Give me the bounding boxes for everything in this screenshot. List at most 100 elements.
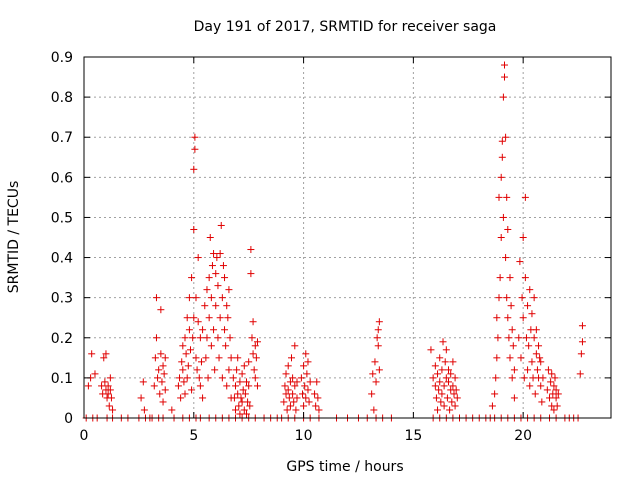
data-point xyxy=(518,294,526,302)
data-point xyxy=(100,354,108,362)
data-point xyxy=(524,302,532,310)
data-point xyxy=(104,382,112,390)
data-point xyxy=(98,382,106,390)
data-point xyxy=(543,386,551,394)
data-point xyxy=(216,314,224,322)
data-point xyxy=(177,394,185,402)
data-point xyxy=(283,406,291,414)
data-point xyxy=(443,394,451,402)
data-point xyxy=(554,390,562,398)
plot-frame xyxy=(83,56,612,419)
data-point xyxy=(502,133,510,141)
data-point xyxy=(184,362,192,370)
data-point xyxy=(539,374,547,382)
data-point xyxy=(435,386,443,394)
data-point xyxy=(438,390,446,398)
data-point xyxy=(234,390,242,398)
data-point xyxy=(245,358,253,366)
data-point xyxy=(548,370,556,378)
data-point xyxy=(205,314,213,322)
data-point xyxy=(436,354,444,362)
data-point xyxy=(304,386,312,394)
data-point xyxy=(375,318,383,326)
data-point xyxy=(577,350,585,358)
data-point xyxy=(553,402,561,410)
data-point xyxy=(225,286,233,294)
data-point xyxy=(152,294,160,302)
data-point xyxy=(157,306,165,314)
data-point xyxy=(530,294,538,302)
data-point xyxy=(221,326,229,334)
data-point xyxy=(158,378,166,386)
data-point xyxy=(185,326,193,334)
data-point xyxy=(176,374,184,382)
data-point xyxy=(293,394,301,402)
data-point xyxy=(192,294,200,302)
data-point xyxy=(302,350,310,358)
data-point xyxy=(210,250,218,258)
data-point xyxy=(445,366,453,374)
data-series-srmtid xyxy=(82,61,586,422)
data-point xyxy=(492,374,500,382)
data-point xyxy=(452,386,460,394)
data-point xyxy=(374,342,382,350)
data-point xyxy=(536,354,544,362)
data-point xyxy=(451,402,459,410)
data-point xyxy=(241,390,249,398)
data-point xyxy=(550,406,558,414)
data-point xyxy=(197,358,205,366)
data-point xyxy=(528,310,536,318)
data-point xyxy=(302,394,310,402)
data-point xyxy=(212,302,220,310)
data-point xyxy=(181,390,189,398)
data-point xyxy=(199,394,207,402)
data-point xyxy=(370,406,378,414)
data-point xyxy=(216,250,224,258)
data-point xyxy=(313,378,321,386)
data-point xyxy=(434,406,442,414)
data-point xyxy=(300,362,308,370)
data-point xyxy=(196,334,204,342)
data-point xyxy=(244,398,252,406)
data-point xyxy=(247,246,255,254)
data-point xyxy=(152,334,160,342)
data-point xyxy=(207,342,215,350)
data-point xyxy=(551,374,559,382)
data-point xyxy=(442,374,450,382)
data-point xyxy=(107,394,115,402)
data-point xyxy=(205,274,213,282)
data-point xyxy=(440,402,448,410)
data-point xyxy=(222,342,230,350)
data-point xyxy=(312,402,320,410)
data-point xyxy=(300,402,308,410)
data-point xyxy=(180,378,188,386)
data-point xyxy=(503,193,511,201)
data-point xyxy=(181,334,189,342)
data-point xyxy=(369,370,377,378)
data-point xyxy=(546,394,554,402)
data-point xyxy=(449,382,457,390)
data-point xyxy=(223,382,231,390)
data-point xyxy=(179,366,187,374)
data-point xyxy=(451,374,459,382)
data-point xyxy=(495,193,503,201)
data-point xyxy=(183,374,191,382)
data-point xyxy=(189,334,197,342)
data-point xyxy=(298,390,306,398)
data-point xyxy=(91,370,99,378)
data-point xyxy=(139,378,147,386)
axis-ticks: 0 0.1 0.2 0.3 0.4 0.5 0.6 0.7 0.8 0.9 0 5 10 15 20 xyxy=(51,50,611,444)
data-point xyxy=(193,366,201,374)
data-point xyxy=(552,386,560,394)
data-point xyxy=(507,302,515,310)
y-tick-label: 0.7 xyxy=(51,130,73,146)
data-point xyxy=(493,314,501,322)
y-axis-label: SRMTID / TECUs xyxy=(6,181,22,294)
x-axis-label: GPS time / hours xyxy=(286,459,403,475)
data-point xyxy=(503,294,511,302)
data-point xyxy=(101,378,109,386)
data-point xyxy=(504,314,512,322)
data-point xyxy=(530,334,538,342)
data-point xyxy=(301,382,309,390)
data-point xyxy=(550,382,558,390)
